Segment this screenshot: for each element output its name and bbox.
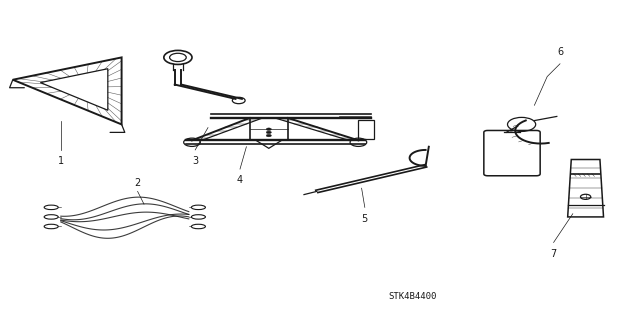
Text: 7: 7 bbox=[550, 249, 557, 259]
Text: STK4B4400: STK4B4400 bbox=[388, 292, 437, 301]
Text: 3: 3 bbox=[192, 156, 198, 166]
Circle shape bbox=[266, 134, 271, 137]
Circle shape bbox=[232, 97, 245, 104]
Circle shape bbox=[266, 128, 271, 130]
Text: 4: 4 bbox=[237, 175, 243, 185]
Circle shape bbox=[266, 131, 271, 134]
Text: 6: 6 bbox=[557, 48, 563, 57]
Text: 5: 5 bbox=[362, 214, 368, 224]
Text: 2: 2 bbox=[134, 178, 141, 188]
Text: 1: 1 bbox=[58, 156, 64, 166]
